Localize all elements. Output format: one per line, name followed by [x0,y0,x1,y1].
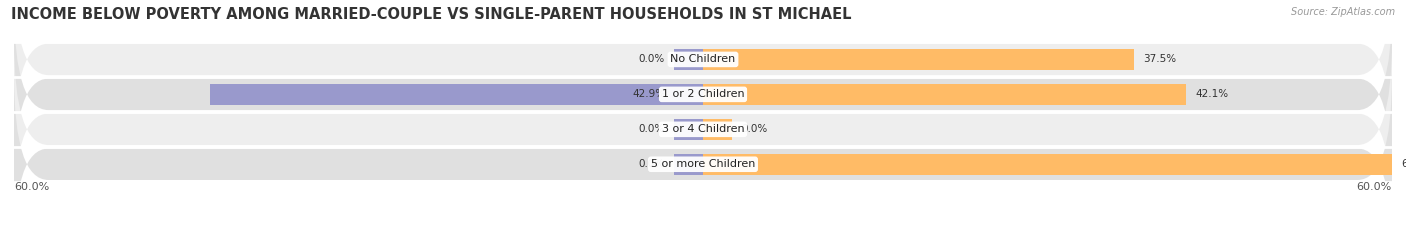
FancyBboxPatch shape [14,5,1392,184]
Text: 60.0%: 60.0% [1402,159,1406,169]
Text: 60.0%: 60.0% [1357,182,1392,192]
Text: 37.5%: 37.5% [1143,55,1175,64]
FancyBboxPatch shape [14,75,1392,233]
Text: 42.9%: 42.9% [631,89,665,99]
Text: 60.0%: 60.0% [14,182,49,192]
Bar [703,84,1187,105]
Text: 1 or 2 Children: 1 or 2 Children [662,89,744,99]
Text: No Children: No Children [671,55,735,64]
Bar [675,154,703,175]
Text: 3 or 4 Children: 3 or 4 Children [662,124,744,134]
Bar [675,49,703,70]
Text: 0.0%: 0.0% [741,124,768,134]
Bar [703,49,1133,70]
Text: Source: ZipAtlas.com: Source: ZipAtlas.com [1291,7,1395,17]
FancyBboxPatch shape [14,0,1392,149]
Text: 5 or more Children: 5 or more Children [651,159,755,169]
Text: INCOME BELOW POVERTY AMONG MARRIED-COUPLE VS SINGLE-PARENT HOUSEHOLDS IN ST MICH: INCOME BELOW POVERTY AMONG MARRIED-COUPL… [11,7,852,22]
Text: 42.1%: 42.1% [1195,89,1229,99]
Bar [675,119,703,140]
Bar [703,154,1392,175]
Bar [211,84,703,105]
FancyBboxPatch shape [14,40,1392,219]
Bar [703,119,731,140]
Text: 0.0%: 0.0% [638,55,665,64]
Text: 0.0%: 0.0% [638,159,665,169]
Text: 0.0%: 0.0% [638,124,665,134]
